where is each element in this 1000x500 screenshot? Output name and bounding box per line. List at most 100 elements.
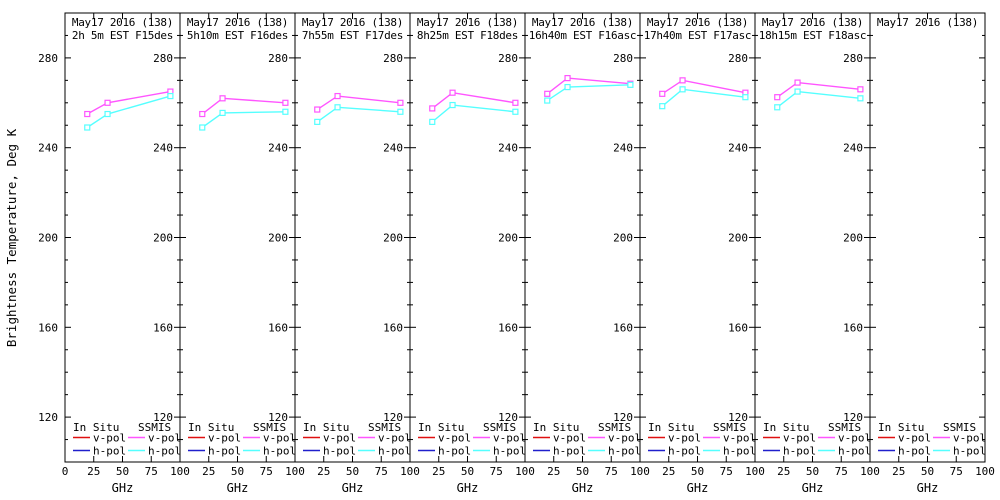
panel-1-vpol-line [84, 88, 174, 118]
x-tick-label: 75 [950, 465, 963, 478]
legend-label: v-pol [148, 432, 181, 445]
panel-7: May17 2016 (138)18h15m EST F18asc 25 50 75 1… [754, 12, 880, 495]
panel-subtitle: 7h55m EST F17des [302, 29, 403, 42]
panel-subtitle: 16h40m EST F16asc [529, 29, 636, 42]
x-tick-label: 100 [400, 465, 420, 478]
hpol-line [201, 111, 286, 129]
data-marker [219, 95, 226, 102]
data-marker [84, 110, 91, 118]
legend-label: h-pol [493, 445, 526, 458]
data-marker [429, 105, 436, 112]
data-marker [659, 103, 666, 110]
y-tick-label: 240 [613, 142, 633, 155]
y-tick-label: 120 [613, 411, 633, 424]
legend-label: h-pol [263, 445, 296, 458]
panel-4-vpol-line [429, 89, 519, 112]
data-marker [544, 90, 551, 97]
data-marker [282, 99, 289, 106]
y-tick-label: 120 [498, 411, 518, 424]
panel-6-vpol-line [659, 77, 749, 97]
legend-label: v-pol [438, 432, 471, 445]
x-tick-label: 25 [202, 465, 215, 478]
legend-header: SSMIS [943, 421, 976, 434]
y-tick-label: 120 [383, 411, 403, 424]
x-tick-label: 100 [860, 465, 880, 478]
panel-7-hpol-line [774, 88, 864, 111]
x-tick-label: 25 [87, 465, 100, 478]
data-marker [334, 92, 341, 100]
hpol-line [86, 95, 171, 129]
legend-label: v-pol [898, 432, 931, 445]
legend-header: In Situ [73, 421, 119, 434]
data-marker [397, 99, 404, 106]
legend-header: In Situ [303, 421, 349, 434]
y-tick-label: 280 [38, 52, 58, 65]
x-tick-label: 75 [720, 465, 733, 478]
data-marker [199, 124, 206, 131]
x-tick-label: 50 [691, 465, 704, 478]
data-marker [314, 118, 321, 125]
legend-label: v-pol [838, 432, 871, 445]
x-axis-unit-label: GHz [342, 481, 364, 495]
y-tick-label: 200 [268, 232, 288, 245]
y-tick-label: 120 [153, 411, 173, 424]
y-tick-label: 200 [153, 232, 173, 245]
y-tick-label: 240 [38, 142, 58, 155]
data-marker [857, 86, 864, 93]
x-tick-label: 100 [515, 465, 535, 478]
legend-header: SSMIS [828, 421, 861, 434]
legend-header: In Situ [418, 421, 464, 434]
legend-label: v-pol [668, 432, 701, 445]
panel-title: May17 2016 (138) [532, 16, 633, 29]
x-tick-label: 0 [62, 465, 69, 478]
y-tick-label: 240 [153, 142, 173, 155]
x-tick-label: 50 [921, 465, 934, 478]
hpol-line [546, 84, 631, 102]
data-marker [429, 118, 436, 125]
y-axis-boundary-5: 120 160 200 240 280 [613, 34, 646, 441]
y-axis-boundary-3: 120 160 200 240 280 [383, 34, 416, 441]
y-tick-label: 160 [613, 321, 633, 334]
data-marker [199, 110, 206, 118]
x-tick-label: 75 [490, 465, 503, 478]
x-tick-label: 25 [777, 465, 790, 478]
vpol-line [776, 81, 861, 98]
y-tick-label: 240 [728, 142, 748, 155]
panel-subtitle: 17h40m EST F17asc [644, 29, 751, 42]
panel-subtitle: 8h25m EST F18des [417, 29, 518, 42]
panel-4-hpol-line [429, 101, 519, 125]
x-tick-label: 75 [605, 465, 618, 478]
x-axis-unit-label: GHz [572, 481, 594, 495]
legend-label: v-pol [553, 432, 586, 445]
panel-3-hpol-line [314, 104, 404, 125]
legend-header: SSMIS [368, 421, 401, 434]
x-axis-unit-label: GHz [802, 481, 824, 495]
y-tick-label: 160 [153, 321, 173, 334]
y-axis-boundary-0: 120 160 200 240 280 [38, 34, 71, 441]
legend-header: SSMIS [713, 421, 746, 434]
panel-1-hpol-line [84, 92, 174, 131]
y-tick-label: 240 [498, 142, 518, 155]
hpol-line [661, 88, 746, 107]
data-marker [104, 99, 111, 106]
x-tick-label: 75 [260, 465, 273, 478]
legend-label: h-pol [323, 445, 356, 458]
y-tick-label: 200 [498, 232, 518, 245]
data-marker [167, 92, 174, 100]
y-tick-label: 280 [728, 52, 748, 65]
y-tick-label: 280 [843, 52, 863, 65]
y-tick-label: 240 [268, 142, 288, 155]
y-tick-label: 200 [38, 232, 58, 245]
x-tick-label: 100 [975, 465, 995, 478]
legend-label: v-pol [953, 432, 986, 445]
data-marker [742, 94, 749, 101]
legend-header: SSMIS [598, 421, 631, 434]
y-tick-label: 120 [268, 411, 288, 424]
y-tick-label: 200 [728, 232, 748, 245]
data-marker [314, 106, 321, 113]
x-tick-label: 100 [285, 465, 305, 478]
legend-label: h-pol [783, 445, 816, 458]
